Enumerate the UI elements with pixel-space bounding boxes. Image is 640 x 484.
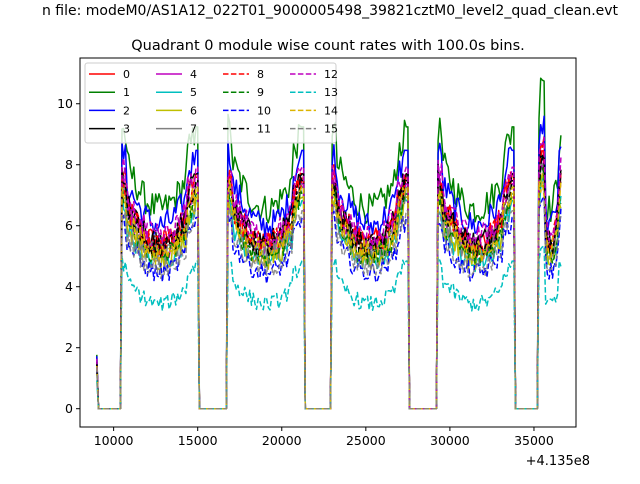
- legend-label-7: 7: [190, 123, 197, 136]
- x-tick-label: 35000: [514, 433, 554, 448]
- y-tick-label: 0: [65, 401, 73, 416]
- series-line-12: [96, 136, 562, 410]
- x-axis: 10000 15000 20000 25000 30000 35000: [94, 427, 554, 448]
- plot-frame: [79, 57, 577, 428]
- legend-label-3: 3: [123, 123, 130, 136]
- y-tick-label: 8: [65, 157, 73, 172]
- x-tick-label: 20000: [262, 433, 302, 448]
- x-axis-offset-label: +4.135e8: [526, 454, 590, 469]
- y-tick-label: 10: [57, 96, 73, 111]
- x-tick-label: 25000: [346, 433, 386, 448]
- legend-label-14: 14: [324, 104, 338, 117]
- legend-label-5: 5: [190, 86, 197, 99]
- legend-label-4: 4: [190, 68, 197, 81]
- y-tick-label: 4: [65, 279, 73, 294]
- x-tick-label: 15000: [178, 433, 218, 448]
- legend-label-8: 8: [257, 68, 264, 81]
- y-axis: 0 2 4 6 8 10: [57, 96, 80, 416]
- x-tick-label: 30000: [430, 433, 470, 448]
- legend-label-15: 15: [324, 123, 338, 136]
- legend-label-11: 11: [257, 123, 271, 136]
- chart-title: Quadrant 0 module wise count rates with …: [131, 38, 525, 54]
- series-layer: [96, 77, 562, 410]
- y-tick-label: 6: [65, 218, 73, 233]
- legend-label-10: 10: [257, 104, 271, 117]
- figure-suptitle: n file: modeM0/AS1A12_022T01_9000005498_…: [41, 3, 619, 19]
- legend-label-13: 13: [324, 86, 338, 99]
- y-tick-label: 2: [65, 340, 73, 355]
- legend-label-6: 6: [190, 104, 197, 117]
- legend-box: [84, 62, 337, 144]
- x-tick-label: 10000: [94, 433, 134, 448]
- legend-label-0: 0: [123, 68, 130, 81]
- series-line-15: [96, 200, 562, 410]
- legend-label-1: 1: [123, 86, 130, 99]
- legend-label-2: 2: [123, 104, 130, 117]
- legend-label-12: 12: [324, 68, 338, 81]
- series-line-14: [96, 178, 562, 410]
- series-line-0: [96, 135, 562, 410]
- legend-label-9: 9: [257, 86, 264, 99]
